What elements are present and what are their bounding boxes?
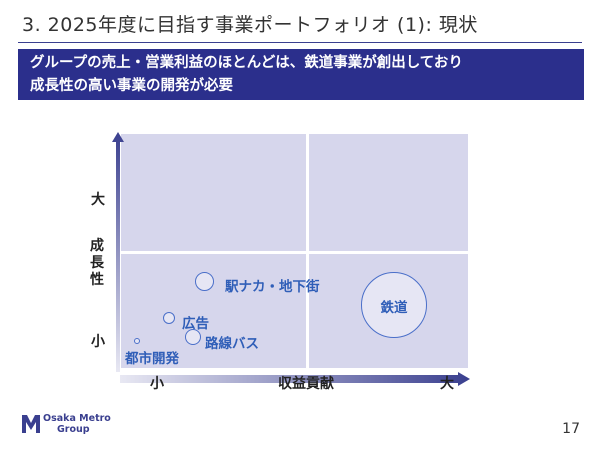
quadrant-top-left — [121, 134, 306, 251]
bubble-rosen-bus — [185, 329, 201, 345]
x-axis-label: 収益貢献 — [278, 376, 334, 392]
bubble-rosen-bus-label: 路線バス — [205, 336, 259, 352]
bubble-toshi-kaihatsu — [134, 338, 140, 344]
bubble-toshi-kaihatsu-label: 都市開発 — [125, 351, 179, 367]
banner-line-1: グループの売上・営業利益のほとんどは、鉄道事業が創出しており — [30, 55, 463, 71]
logo-line-1: Osaka Metro — [43, 413, 111, 424]
x-axis-low-label: 小 — [150, 376, 164, 392]
y-axis-high-label: 大 — [91, 192, 105, 208]
bubble-ekinaka-label: 駅ナカ・地下街 — [225, 279, 320, 295]
quadrant-bottom-left — [121, 254, 306, 368]
bubble-tetsudo: 鉄道 — [361, 272, 427, 338]
x-axis-arrow — [120, 372, 470, 386]
bubble-tetsudo-label: 鉄道 — [380, 300, 408, 316]
quadrant-top-right — [309, 134, 468, 251]
bubble-koukoku-label: 広告 — [182, 316, 209, 332]
y-axis-low-label: 小 — [91, 334, 105, 350]
y-axis-arrow — [112, 132, 124, 372]
logo-line-2: Group — [57, 424, 90, 435]
title-divider — [18, 42, 582, 43]
y-axis-label: 成長性 — [88, 238, 106, 289]
y-axis-label-text: 成長性 — [90, 238, 104, 288]
page-title: 3. 2025年度に目指す事業ポートフォリオ (1): 現状 — [22, 14, 478, 36]
osaka-metro-logo-icon — [22, 415, 40, 433]
logo-wordmark: Osaka Metro Group — [43, 413, 111, 435]
banner-line-2: 成長性の高い事業の開発が必要 — [30, 78, 233, 94]
bubble-koukoku — [163, 312, 175, 324]
x-axis-high-label: 大 — [440, 376, 454, 392]
bubble-ekinaka — [195, 272, 214, 291]
page-number: 17 — [562, 421, 580, 437]
summary-banner: グループの売上・営業利益のほとんどは、鉄道事業が創出しており 成長性の高い事業の… — [18, 49, 584, 100]
